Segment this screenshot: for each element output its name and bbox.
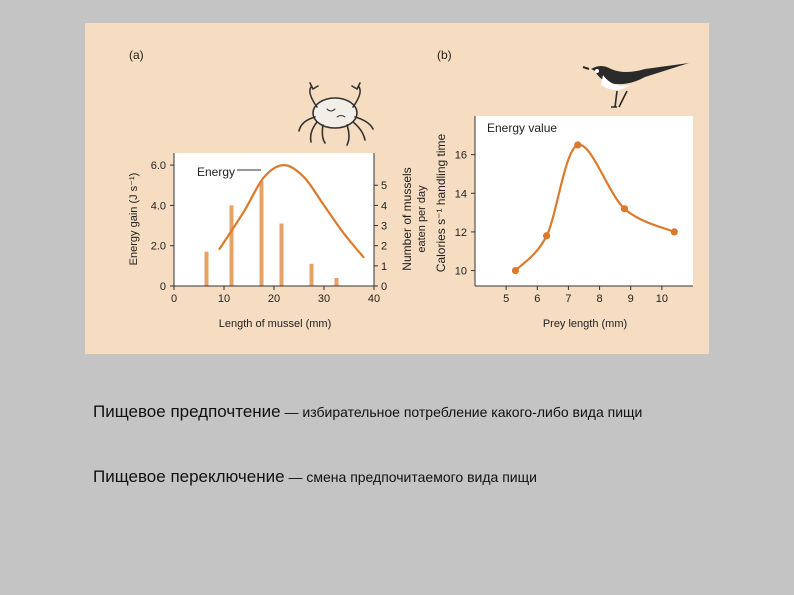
panel-b-y-tick-label: 14 [455,188,467,200]
panel-a-x-tick-label: 40 [368,293,380,305]
panel-b-x-tick-label: 6 [534,293,540,305]
panel-a-energy-curve [218,163,365,259]
panel-b-y-tick-label: 12 [455,227,467,239]
panel-a-energy-label: Energy [197,165,235,179]
bird-icon [582,63,689,108]
panel-a-bar [204,251,209,286]
panel-b-series-label: Energy value [487,121,557,135]
panel-b-x-label: Prey length (mm) [543,318,627,330]
panel-b-point [511,266,520,275]
panel-a-right-ticks: 0 1 2 3 4 5 [374,180,387,293]
panel-a-x-ticks: 0 10 20 30 40 [171,286,380,305]
panel-a-bar [229,205,234,286]
panel-a-energy-line [218,163,365,259]
panel-a-bar [309,263,314,286]
panel-b-plot-area [475,116,693,286]
panel-b-y-label: Calories s⁻¹ handling time [434,133,448,272]
panel-b-point [543,232,551,240]
panel-a-left-tick-label: 0 [160,281,166,293]
panel-a-label: (a) [129,48,144,62]
panel-b-points [511,141,678,275]
panel-b-x-tick-label: 8 [597,293,603,305]
panel-a-bars [204,181,339,286]
panel-b-y-tick-label: 16 [455,150,467,162]
panel-b-x-tick-label: 7 [565,293,571,305]
caption-1-definition: — избирательное потребление какого-либо … [280,404,643,420]
panel-a-right-tick-label: 1 [381,261,387,273]
panel-b-y-tick-label: 10 [455,266,467,278]
panel-b-y-ticks: 10 12 14 16 [455,150,475,278]
panel-a-right-label-1: Number of mussels [400,167,414,270]
panel-a-right-tick-label: 3 [381,221,387,233]
panel-a-x-label: Length of mussel (mm) [219,318,331,330]
panel-a-bar [279,223,284,286]
panel-b-point [620,205,629,213]
caption-food-preference: Пищевое предпочтение — избирательное пот… [93,400,733,425]
panel-a-bar [334,277,339,286]
crab-icon [298,82,374,146]
panel-b-x-tick-label: 9 [628,293,634,305]
panel-b-x-tick-label: 5 [503,293,509,305]
panel-a-right-tick-label: 0 [381,281,387,293]
caption-2-term: Пищевое переключение [93,467,285,486]
panel-a: (a) 0 10 20 30 40 0 2.0 4.0 6.0 0 1 2 3 4 5 Length o… [128,48,428,330]
panel-a-right-tick-label: 4 [381,200,387,212]
panel-a-x-tick-label: 10 [218,293,230,305]
panel-b: (b) 5 6 7 8 9 10 10 12 14 16 Prey length (mm) Ca… [434,48,693,330]
panel-a-x-tick-label: 30 [318,293,330,305]
panel-b-point [670,228,678,236]
panel-b-point [574,141,582,149]
panel-b-label: (b) [437,48,452,62]
caption-2-definition: — смена предпочитаемого вида пищи [284,469,537,485]
panel-b-x-ticks: 5 6 7 8 9 10 [503,286,668,305]
panel-a-left-tick-label: 4.0 [151,200,166,212]
panel-a-left-label: Energy gain (J s⁻¹) [128,173,140,266]
panel-a-right-label-2: eaten per day [416,185,428,253]
panel-a-left-tick-label: 6.0 [151,160,166,172]
panel-b-x-tick-label: 10 [656,293,668,305]
panel-a-left-tick-label: 2.0 [151,241,166,253]
caption-1-term: Пищевое предпочтение [93,402,281,421]
panel-a-right-tick-label: 2 [381,241,387,253]
panel-a-bar [259,181,264,286]
caption-food-switching: Пищевое переключение — смена предпочитае… [93,465,733,490]
panel-a-x-tick-label: 20 [268,293,280,305]
panel-a-left-ticks: 0 2.0 4.0 6.0 [151,160,174,293]
panel-a-x-tick-label: 0 [171,293,177,305]
panel-a-right-tick-label: 5 [381,180,387,192]
